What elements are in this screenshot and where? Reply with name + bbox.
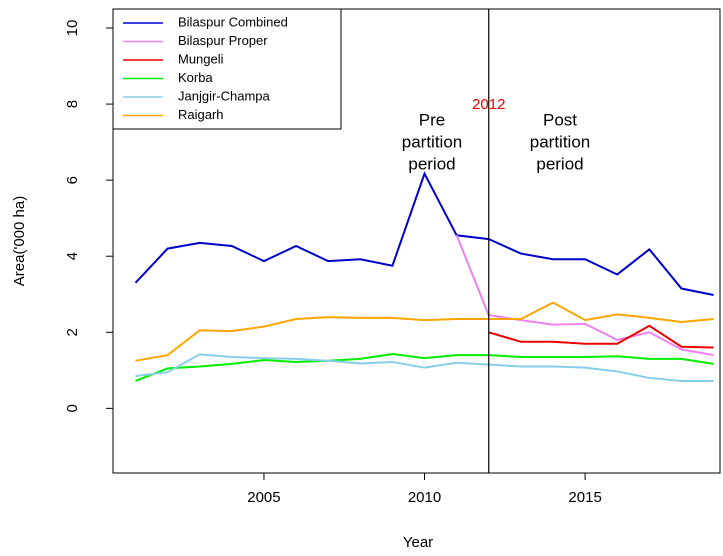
legend: Bilaspur Combined Bilaspur Proper Mungeli K…	[112, 8, 342, 130]
legend-box	[112, 8, 342, 130]
y-tick-label: 10	[64, 20, 81, 37]
x-tick-label: 2005	[247, 489, 280, 506]
y-axis-label: Area('000 ha)	[11, 196, 28, 286]
annotation: partition	[530, 132, 590, 151]
x-tick-label: 2015	[568, 489, 601, 506]
y-tick-label: 0	[64, 404, 81, 412]
y-tick-label: 6	[64, 176, 81, 184]
legend-label: Raigarh	[178, 107, 224, 122]
y-tick-label: 8	[64, 100, 81, 108]
y-tick-label: 2	[64, 328, 81, 336]
legend-label: Bilaspur Combined	[178, 14, 288, 29]
y-tick-label: 4	[64, 252, 81, 260]
annotation: partition	[402, 132, 462, 151]
legend-label: Janjgir-Champa	[178, 88, 271, 103]
reference-label: 2012	[472, 96, 505, 113]
series-line	[135, 353, 714, 382]
series-line	[135, 352, 714, 382]
series-line	[134, 171, 714, 296]
x-axis-label: Year	[403, 534, 433, 551]
annotation: period	[408, 154, 455, 173]
series-line	[135, 301, 714, 362]
plot-frame	[112, 8, 721, 474]
annotation: Pre	[419, 110, 445, 129]
annotation: Post	[543, 110, 577, 129]
annotation: period	[536, 154, 583, 173]
series-line	[455, 234, 714, 357]
legend-label: Mungeli	[178, 51, 224, 66]
legend-label: Bilaspur Proper	[178, 33, 268, 48]
legend-label: Korba	[178, 70, 213, 85]
x-tick-label: 2010	[408, 489, 441, 506]
series-line	[488, 324, 714, 349]
